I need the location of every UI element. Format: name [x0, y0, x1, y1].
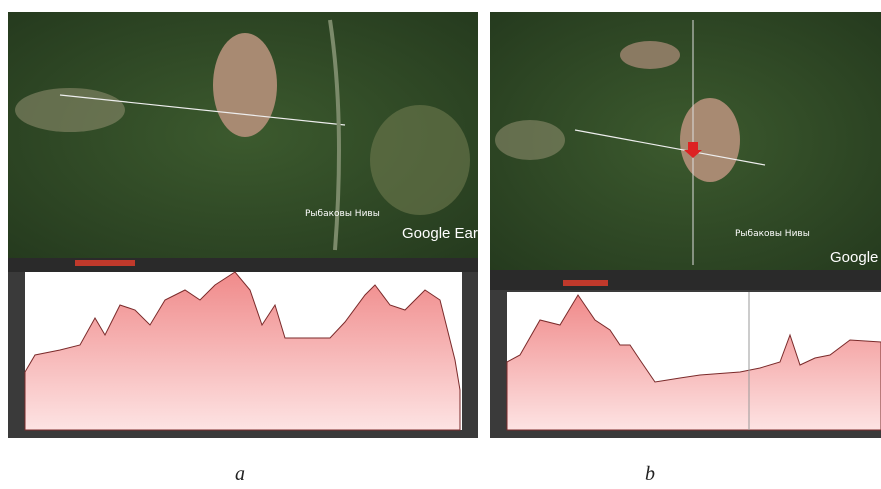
terrain — [213, 33, 277, 137]
panel-label: a — [235, 463, 245, 485]
terrain — [370, 105, 470, 215]
terrain — [680, 98, 740, 182]
figure: Рыбаковы Нивы Google Earth Рыбаковы Нивы… — [0, 0, 881, 489]
brand: Google Earth — [830, 249, 881, 266]
place-label: Рыбаковы Нивы — [735, 229, 810, 239]
panel-b: Рыбаковы Нивы Google Earth — [490, 12, 881, 438]
terrain — [495, 120, 565, 160]
brand: Google Earth — [402, 225, 490, 242]
info-highlight — [75, 260, 135, 266]
terrain — [15, 88, 125, 132]
terrain — [620, 41, 680, 69]
panel-label: b — [645, 463, 655, 485]
info-bar — [490, 270, 881, 290]
panel-a: Рыбаковы Нивы Google Earth — [8, 12, 490, 438]
place-label: Рыбаковы Нивы — [305, 209, 380, 219]
info-highlight — [563, 280, 608, 286]
